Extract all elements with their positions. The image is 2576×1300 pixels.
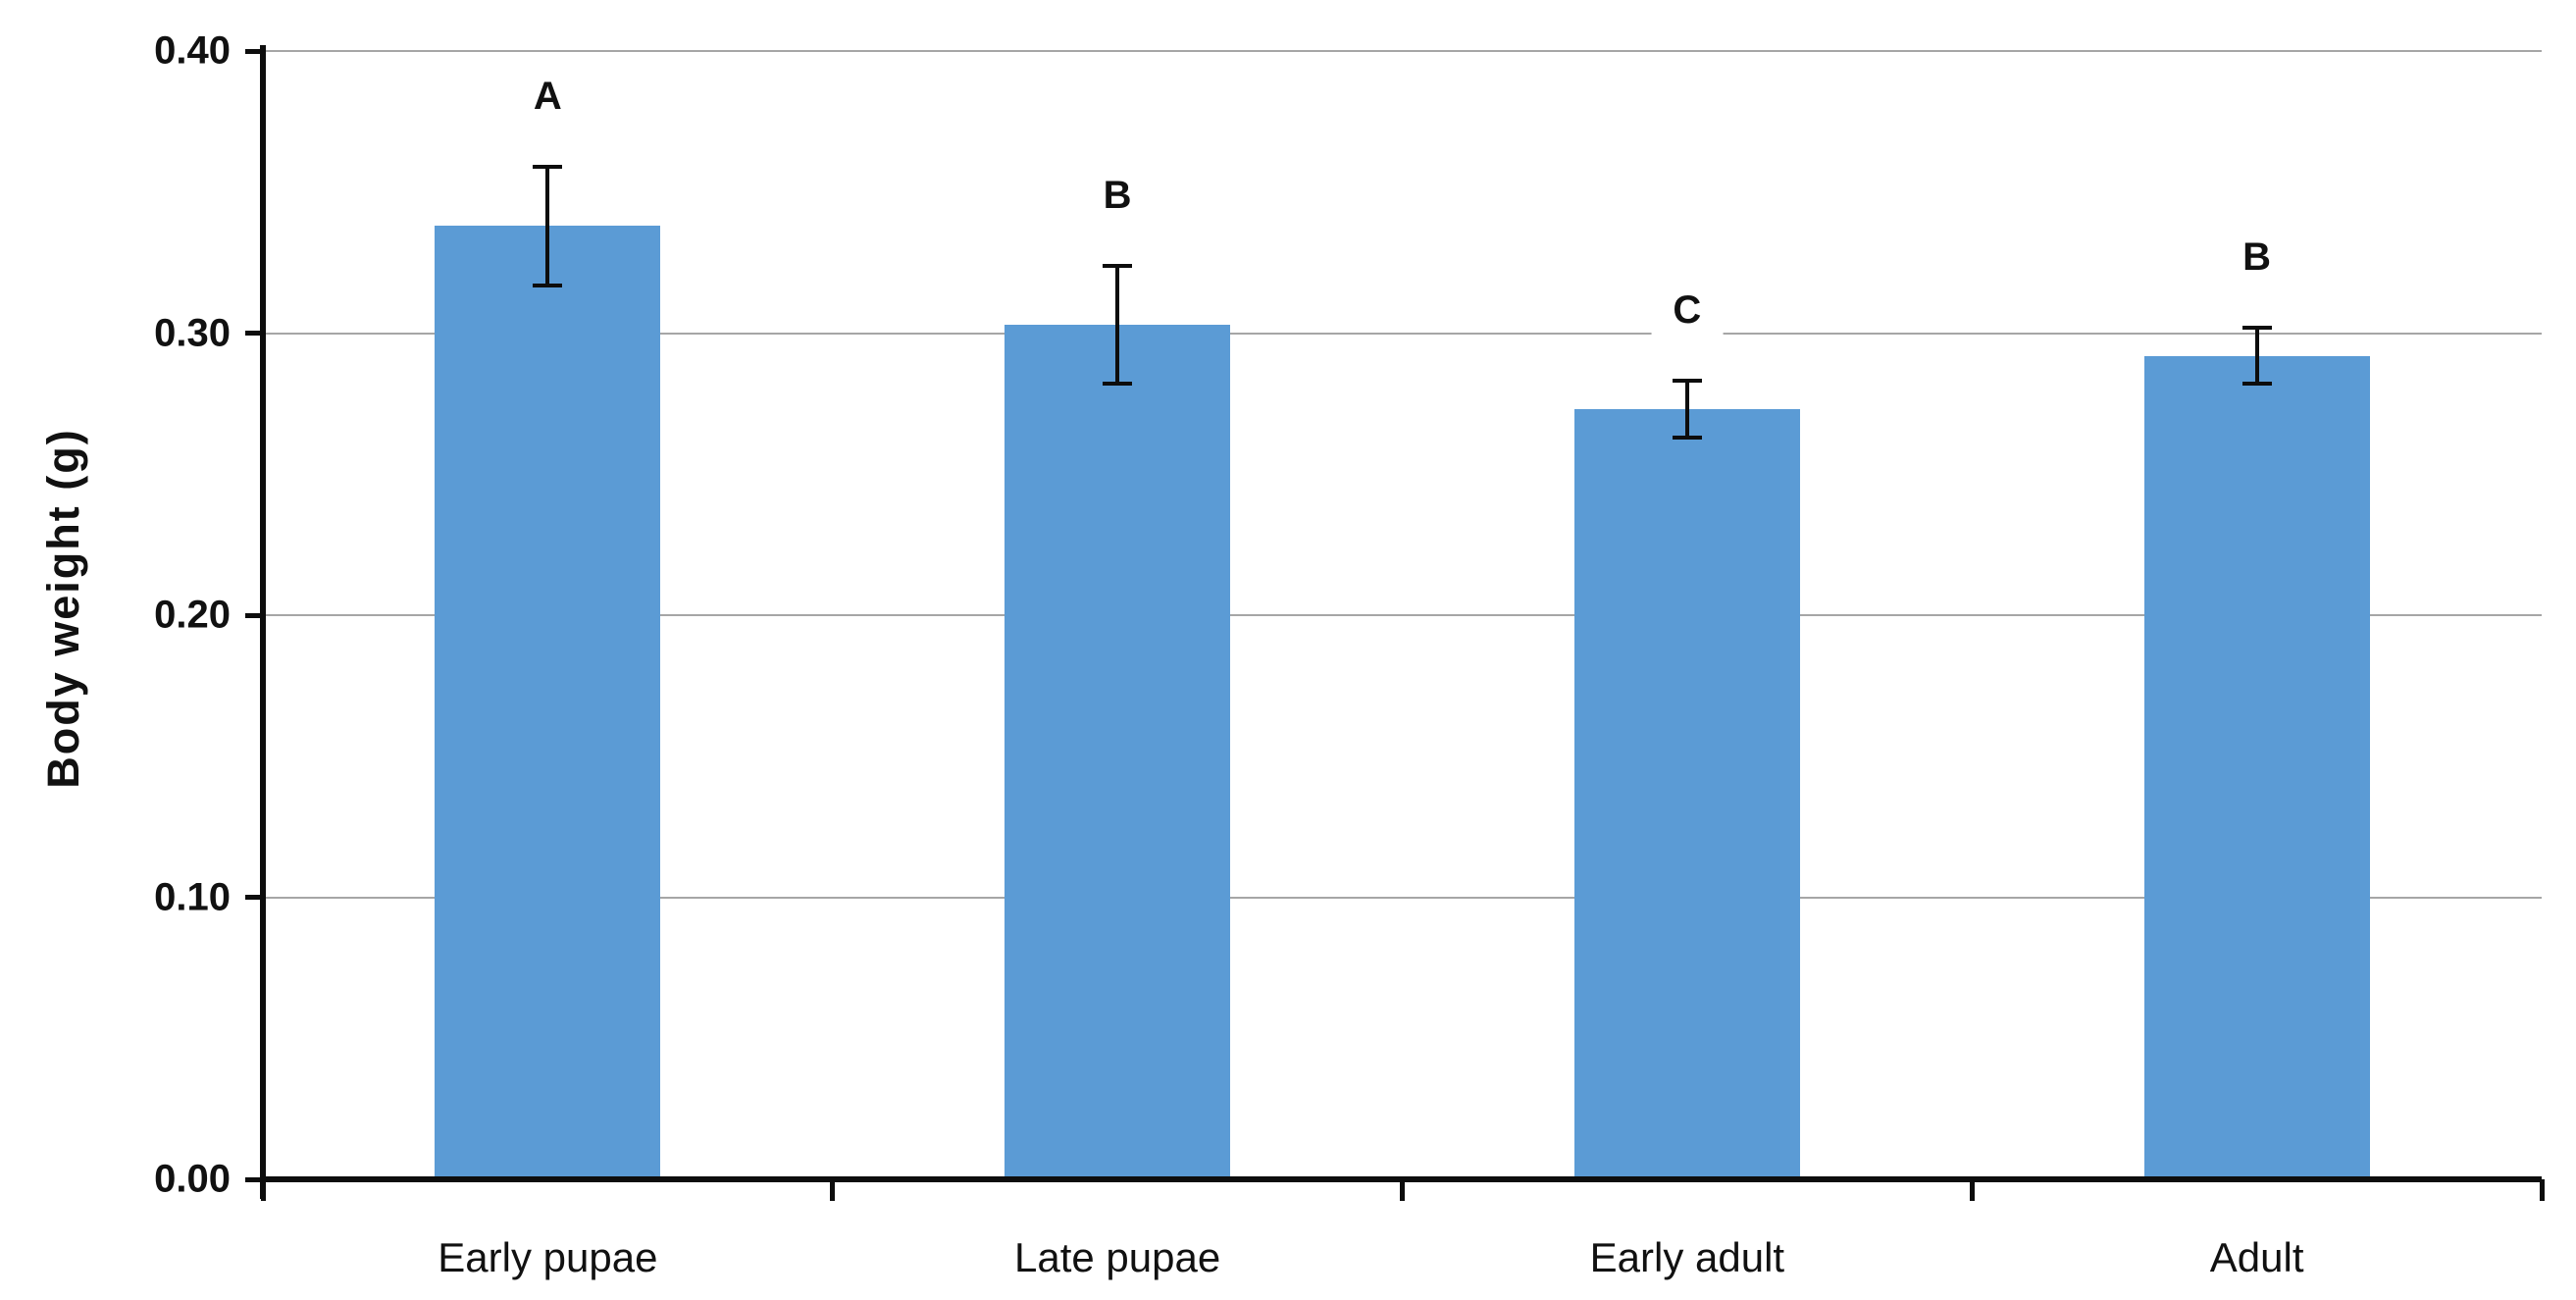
x-axis-tick <box>1400 1179 1405 1201</box>
significance-letter: A <box>511 68 584 124</box>
x-category-label: Early adult <box>1589 1234 1785 1280</box>
x-category-label: Adult <box>2209 1234 2304 1280</box>
y-axis-tick <box>245 895 263 900</box>
error-bar-top-cap <box>2241 325 2272 330</box>
significance-letter: B <box>2221 229 2293 285</box>
y-tick-label: 0.00 <box>154 1157 231 1201</box>
error-bar-bottom-cap <box>1103 382 1133 387</box>
error-bar-bottom-cap <box>2241 382 2272 387</box>
y-tick-label: 0.10 <box>154 875 231 918</box>
y-tick-label: 0.30 <box>154 311 231 354</box>
gridline <box>263 896 2542 899</box>
x-axis-tick <box>2539 1179 2545 1201</box>
error-bar <box>545 166 550 286</box>
x-axis-tick <box>260 1179 266 1201</box>
error-bar-top-cap <box>1103 263 1133 268</box>
x-axis-tick <box>1969 1179 1975 1201</box>
y-tick-label: 0.40 <box>154 28 231 73</box>
error-bar <box>1684 381 1689 438</box>
error-bar <box>1115 265 1120 385</box>
error-bar-top-cap <box>533 164 563 169</box>
gridline <box>263 614 2542 616</box>
x-category-label: Late pupae <box>1014 1234 1221 1280</box>
error-bar-bottom-cap <box>1672 435 1702 440</box>
y-axis-tick <box>245 1176 263 1182</box>
y-axis-tick <box>245 331 263 336</box>
y-axis-tick <box>245 612 263 618</box>
bar <box>2143 355 2370 1179</box>
bar <box>1005 324 1231 1179</box>
gridline <box>263 332 2542 335</box>
error-bar <box>2254 327 2259 385</box>
y-tick-label: 0.20 <box>154 593 231 637</box>
x-category-label: Early pupae <box>438 1234 658 1280</box>
significance-letter: B <box>1081 167 1154 223</box>
error-bar-top-cap <box>1672 379 1702 384</box>
bar <box>1573 409 1800 1179</box>
y-axis-tick <box>245 48 263 54</box>
y-axis-title: Body weight (g) <box>38 428 88 789</box>
bar <box>435 226 661 1179</box>
y-axis-line <box>260 45 266 1199</box>
error-bar-bottom-cap <box>533 283 563 287</box>
significance-letter: C <box>1651 283 1724 338</box>
gridline <box>263 50 2542 52</box>
x-axis-tick <box>830 1179 836 1201</box>
